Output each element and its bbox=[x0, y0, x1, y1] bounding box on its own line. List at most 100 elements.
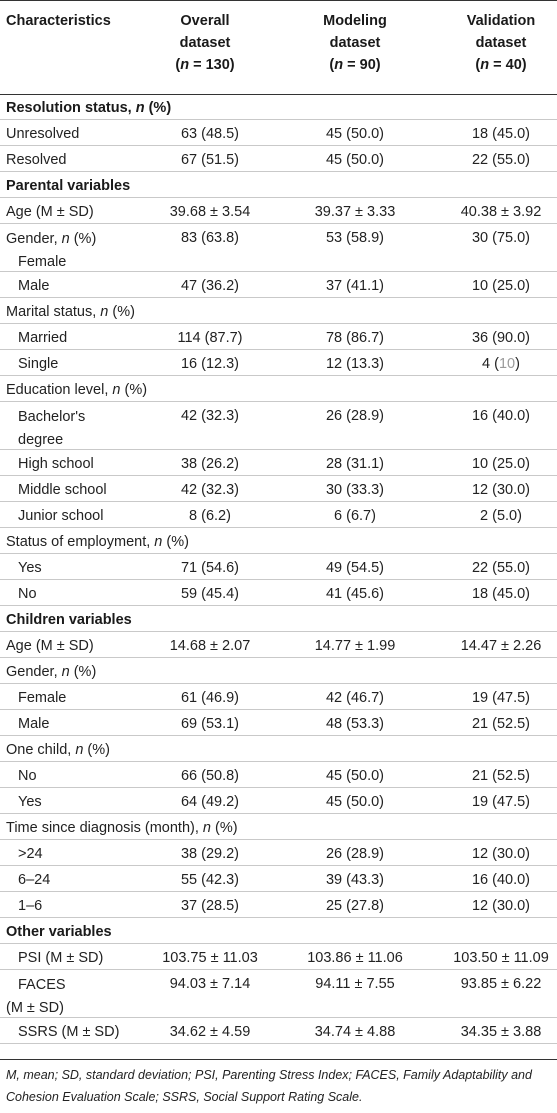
table-row: 1–6 37 (28.5) 25 (27.8) 12 (30.0) bbox=[0, 892, 557, 918]
modeling-value: 42 (46.7) bbox=[325, 690, 385, 706]
validation-value: 19 (47.5) bbox=[471, 690, 531, 706]
validation-value: 36 (90.0) bbox=[471, 330, 531, 346]
overall-value: 61 (46.9) bbox=[180, 690, 240, 706]
validation-value: 18 (45.0) bbox=[471, 586, 531, 602]
row-label: Age (M ± SD) bbox=[6, 204, 94, 220]
header-validation: Validation dataset (n = 40) bbox=[446, 10, 556, 76]
header-modeling-line2: dataset bbox=[329, 35, 381, 51]
characteristics-table: Characteristics Overall dataset (n = 130… bbox=[0, 0, 557, 1060]
row-label: PSI (M ± SD) bbox=[18, 950, 104, 966]
table-row: Resolved 67 (51.5) 45 (50.0) 22 (55.0) bbox=[0, 146, 557, 172]
row-label: Education level, n (%) bbox=[6, 382, 148, 398]
modeling-value: 12 (13.3) bbox=[325, 356, 385, 372]
row-label: Parental variables bbox=[6, 178, 131, 194]
header-characteristics: Characteristics bbox=[6, 13, 111, 29]
table-header: Characteristics Overall dataset (n = 130… bbox=[0, 0, 557, 95]
validation-value: 40.38 ± 3.92 bbox=[460, 204, 542, 220]
row-label: Age (M ± SD) bbox=[6, 638, 94, 654]
modeling-value: 39.37 ± 3.33 bbox=[314, 204, 396, 220]
modeling-value: 26 (28.9) bbox=[325, 846, 385, 862]
modeling-value: 53 (58.9) bbox=[325, 230, 385, 246]
overall-value: 71 (54.6) bbox=[180, 560, 240, 576]
table-row: Age (M ± SD) 14.68 ± 2.07 14.77 ± 1.99 14.4… bbox=[0, 632, 557, 658]
overall-value: 34.62 ± 4.59 bbox=[169, 1024, 251, 1040]
row-label: Time since diagnosis (month), n (%) bbox=[6, 820, 238, 836]
modeling-value: 41 (45.6) bbox=[325, 586, 385, 602]
validation-value: 18 (45.0) bbox=[471, 126, 531, 142]
row-label: FACES (M ± SD) bbox=[6, 977, 66, 1016]
section-header-row: Children variables bbox=[0, 606, 557, 632]
overall-value: 42 (32.3) bbox=[180, 482, 240, 498]
table-row: 6–24 55 (42.3) 39 (43.3) 16 (40.0) bbox=[0, 866, 557, 892]
table-row: Married 114 (87.7) 78 (86.7) 36 (90.0) bbox=[0, 324, 557, 350]
validation-value: 16 (40.0) bbox=[471, 408, 531, 424]
overall-value: 63 (48.5) bbox=[180, 126, 240, 142]
modeling-value: 14.77 ± 1.99 bbox=[314, 638, 396, 654]
overall-value: 8 (6.2) bbox=[189, 508, 231, 524]
modeling-value: 34.74 ± 4.88 bbox=[314, 1024, 396, 1040]
row-label: Other variables bbox=[6, 924, 112, 940]
modeling-value: 37 (41.1) bbox=[325, 278, 385, 294]
row-label: Yes bbox=[18, 560, 42, 576]
validation-value: 34.35 ± 3.88 bbox=[460, 1024, 542, 1040]
overall-value: 103.75 ± 11.03 bbox=[162, 950, 258, 966]
overall-value: 94.03 ± 7.14 bbox=[169, 976, 251, 992]
modeling-value: 45 (50.0) bbox=[325, 794, 385, 810]
row-label: Yes bbox=[18, 794, 42, 810]
validation-value: 22 (55.0) bbox=[471, 560, 531, 576]
validation-value: 93.85 ± 6.22 bbox=[460, 976, 542, 992]
validation-value: 12 (30.0) bbox=[471, 846, 531, 862]
table-row: Time since diagnosis (month), n (%) bbox=[0, 814, 557, 840]
table-row: Male 69 (53.1) 48 (53.3) 21 (52.5) bbox=[0, 710, 557, 736]
table-row: Bachelor's degree 42 (32.3) 26 (28.9) 16 (40… bbox=[0, 402, 557, 450]
row-label: Resolution status, n (%) bbox=[6, 100, 172, 116]
table-row: Female 61 (46.9) 42 (46.7) 19 (47.5) bbox=[0, 684, 557, 710]
table-row: Yes 64 (49.2) 45 (50.0) 19 (47.5) bbox=[0, 788, 557, 814]
row-label: Status of employment, n (%) bbox=[6, 534, 189, 550]
table-bottom-rule bbox=[0, 1059, 557, 1060]
overall-value: 47 (36.2) bbox=[180, 278, 240, 294]
row-label: Female bbox=[18, 690, 67, 706]
row-label: One child, n (%) bbox=[6, 742, 110, 758]
overall-value: 67 (51.5) bbox=[180, 152, 240, 168]
modeling-value: 28 (31.1) bbox=[325, 456, 385, 472]
table-footnote: M, mean; SD, standard deviation; PSI, Pa… bbox=[6, 1068, 532, 1104]
overall-value: 14.68 ± 2.07 bbox=[169, 638, 251, 654]
validation-value: 103.50 ± 11.09 bbox=[453, 950, 549, 966]
modeling-value: 39 (43.3) bbox=[325, 872, 385, 888]
table-row: High school 38 (26.2) 28 (31.1) 10 (25.0) bbox=[0, 450, 557, 476]
overall-value: 16 (12.3) bbox=[180, 356, 240, 372]
validation-value: 22 (55.0) bbox=[471, 152, 531, 168]
section-header-row: Resolution status, n (%) bbox=[0, 94, 557, 120]
row-label: Male bbox=[18, 278, 50, 294]
overall-value: 69 (53.1) bbox=[180, 716, 240, 732]
validation-value: 2 (5.0) bbox=[480, 508, 522, 524]
table-row: Status of employment, n (%) bbox=[0, 528, 557, 554]
overall-value: 38 (26.2) bbox=[180, 456, 240, 472]
header-modeling-line1: Modeling bbox=[323, 13, 387, 29]
validation-value: 10 (25.0) bbox=[471, 456, 531, 472]
header-overall-line2: dataset bbox=[179, 35, 231, 51]
overall-value: 42 (32.3) bbox=[180, 408, 240, 424]
row-label: Male bbox=[18, 716, 50, 732]
row-label: Single bbox=[18, 356, 59, 372]
modeling-value: 30 (33.3) bbox=[325, 482, 385, 498]
header-overall-line1: Overall bbox=[180, 13, 230, 29]
overall-value: 83 (63.8) bbox=[180, 230, 240, 246]
validation-value: 10 (25.0) bbox=[471, 278, 531, 294]
table-row: Education level, n (%) bbox=[0, 376, 557, 402]
row-label: Gender, n (%) Female bbox=[6, 231, 97, 270]
validation-value: 21 (52.5) bbox=[471, 768, 531, 784]
section-header-row: Other variables bbox=[0, 918, 557, 944]
row-label: High school bbox=[18, 456, 94, 472]
header-validation-line2: dataset bbox=[475, 35, 527, 51]
row-label: Resolved bbox=[6, 152, 67, 168]
validation-value: 12 (30.0) bbox=[471, 482, 531, 498]
table-body: Resolution status, n (%) Unresolved 63 (48… bbox=[0, 94, 557, 1044]
modeling-value: 103.86 ± 11.06 bbox=[307, 950, 403, 966]
overall-value: 114 (87.7) bbox=[177, 330, 243, 346]
overall-value: 66 (50.8) bbox=[180, 768, 240, 784]
table-row: Gender, n (%) Female 83 (63.8) 53 (58.9) 30 … bbox=[0, 224, 557, 272]
modeling-value: 26 (28.9) bbox=[325, 408, 385, 424]
table-row: Marital status, n (%) bbox=[0, 298, 557, 324]
